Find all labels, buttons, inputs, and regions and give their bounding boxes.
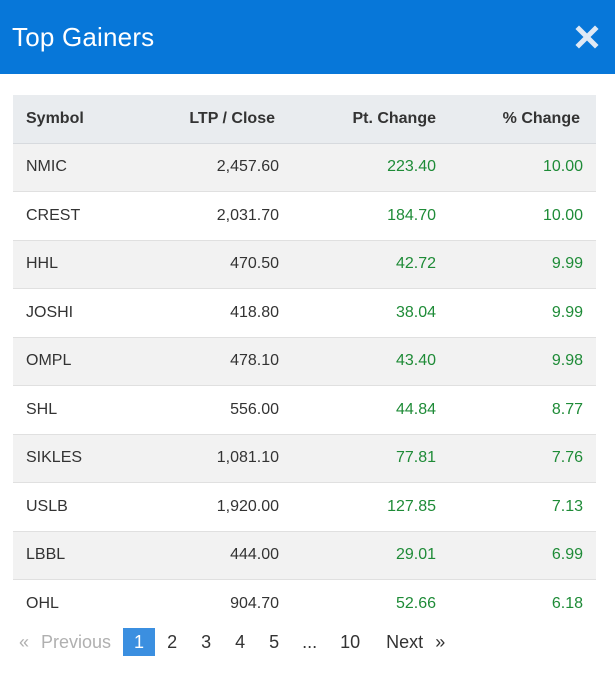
page-5-button[interactable]: 5	[269, 632, 280, 652]
cell-pct-change: 10.00	[436, 143, 596, 192]
cell-ltp: 904.70	[133, 579, 279, 628]
cell-pt-change: 42.72	[279, 240, 436, 289]
cell-ltp: 1,920.00	[133, 482, 279, 532]
cell-ltp: 2,457.60	[133, 143, 279, 192]
cell-pt-change: 52.66	[279, 579, 436, 628]
cell-pt-change: 44.84	[279, 385, 436, 435]
page-10-button[interactable]: 10	[340, 632, 361, 652]
cell-pt-change: 127.85	[279, 482, 436, 532]
cell-pct-change: 8.77	[436, 385, 596, 435]
cell-pt-change: 77.81	[279, 434, 436, 483]
column-header-pct-change[interactable]: % Change	[436, 95, 596, 144]
pagination: « Previous 1 2 3 4 5 ... 10 Next »	[13, 628, 451, 656]
cell-symbol: CREST	[13, 191, 133, 241]
cell-pt-change: 43.40	[279, 337, 436, 386]
column-header-symbol[interactable]: Symbol	[13, 95, 133, 144]
table-row: HHL 470.50 42.72 9.99	[13, 240, 596, 289]
cell-ltp: 418.80	[133, 288, 279, 338]
previous-button: Previous	[41, 632, 112, 652]
page-3-button[interactable]: 3	[201, 632, 212, 652]
table-row: SHL 556.00 44.84 8.77	[13, 385, 596, 435]
prev-arrow-icon: «	[19, 632, 30, 652]
next-arrow-icon[interactable]: »	[435, 632, 446, 652]
cell-symbol: USLB	[13, 482, 133, 532]
table-row: USLB 1,920.00 127.85 7.13	[13, 482, 596, 532]
cell-symbol: LBBL	[13, 531, 133, 580]
cell-ltp: 478.10	[133, 337, 279, 386]
cell-pct-change: 6.18	[436, 579, 596, 628]
modal-header: Top Gainers	[0, 0, 615, 74]
cell-pt-change: 223.40	[279, 143, 436, 192]
cell-pct-change: 10.00	[436, 191, 596, 241]
cell-pct-change: 9.98	[436, 337, 596, 386]
cell-symbol: OMPL	[13, 337, 133, 386]
table-row: OMPL 478.10 43.40 9.98	[13, 337, 596, 386]
cell-ltp: 1,081.10	[133, 434, 279, 483]
close-icon[interactable]	[574, 24, 600, 50]
column-header-pt-change[interactable]: Pt. Change	[279, 95, 436, 144]
table-row: JOSHI 418.80 38.04 9.99	[13, 288, 596, 338]
cell-symbol: SIKLES	[13, 434, 133, 483]
cell-symbol: NMIC	[13, 143, 133, 192]
table-row: OHL 904.70 52.66 6.18	[13, 579, 596, 628]
modal-title: Top Gainers	[12, 22, 155, 52]
cell-pct-change: 9.99	[436, 240, 596, 289]
cell-symbol: JOSHI	[13, 288, 133, 338]
pagination-ellipsis: ...	[302, 632, 318, 652]
cell-symbol: OHL	[13, 579, 133, 628]
table-row: LBBL 444.00 29.01 6.99	[13, 531, 596, 580]
cell-symbol: HHL	[13, 240, 133, 289]
cell-pct-change: 7.76	[436, 434, 596, 483]
page-4-button[interactable]: 4	[235, 632, 246, 652]
column-header-ltp[interactable]: LTP / Close	[133, 95, 279, 144]
cell-symbol: SHL	[13, 385, 133, 435]
cell-pct-change: 7.13	[436, 482, 596, 532]
page-1-button[interactable]: 1	[123, 628, 156, 656]
table-row: SIKLES 1,081.10 77.81 7.76	[13, 434, 596, 483]
page-2-button[interactable]: 2	[167, 632, 178, 652]
cell-pt-change: 184.70	[279, 191, 436, 241]
cell-pt-change: 38.04	[279, 288, 436, 338]
cell-ltp: 556.00	[133, 385, 279, 435]
next-button[interactable]: Next	[386, 632, 424, 652]
table-row: CREST 2,031.70 184.70 10.00	[13, 191, 596, 241]
cell-ltp: 470.50	[133, 240, 279, 289]
table-header-row: Symbol LTP / Close Pt. Change % Change	[13, 95, 596, 144]
cell-pct-change: 9.99	[436, 288, 596, 338]
gainers-table: Symbol LTP / Close Pt. Change % Change N…	[13, 95, 596, 628]
cell-pt-change: 29.01	[279, 531, 436, 580]
cell-pct-change: 6.99	[436, 531, 596, 580]
cell-ltp: 444.00	[133, 531, 279, 580]
table-row: NMIC 2,457.60 223.40 10.00	[13, 143, 596, 192]
cell-ltp: 2,031.70	[133, 191, 279, 241]
